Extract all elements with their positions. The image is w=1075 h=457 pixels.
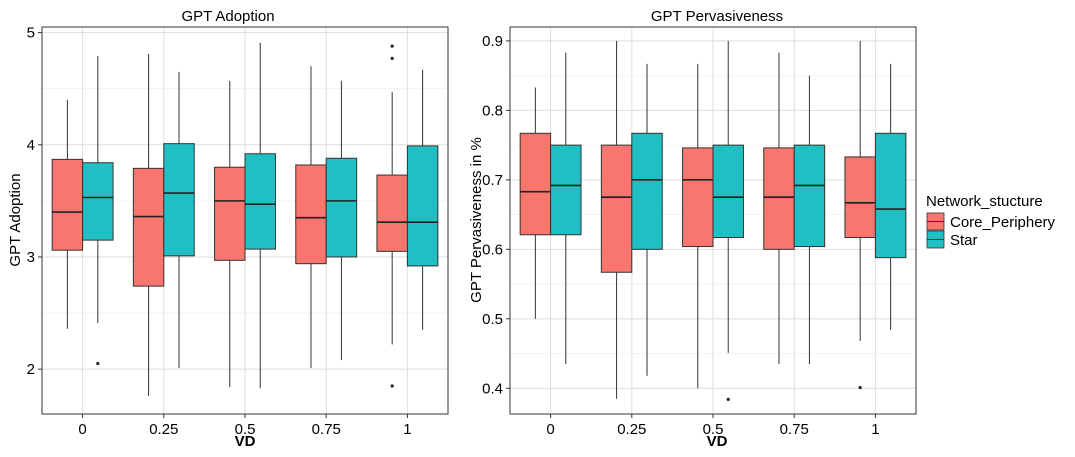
box-iqr bbox=[793, 144, 826, 248]
box-iqr bbox=[244, 153, 276, 250]
x-tick-label: 0 bbox=[546, 421, 554, 438]
box-star bbox=[550, 52, 582, 364]
x-tick-label: 0.75 bbox=[312, 421, 341, 438]
box-core-periphery bbox=[295, 66, 327, 369]
x-tick-label: 0 bbox=[78, 421, 86, 438]
x-tick-label: 1 bbox=[403, 421, 411, 438]
box-iqr bbox=[51, 158, 84, 251]
box-iqr bbox=[519, 132, 552, 236]
outlier-point bbox=[390, 44, 394, 48]
box-core-periphery bbox=[844, 40, 876, 390]
x-axis-title: VD bbox=[235, 433, 256, 450]
box-iqr bbox=[844, 156, 876, 239]
x-tick-label: 0.25 bbox=[149, 421, 178, 438]
y-tick-label: 0.7 bbox=[482, 172, 503, 189]
x-tick-label: 0.25 bbox=[617, 421, 646, 438]
legend-item-core-periphery: Core_Periphery bbox=[926, 212, 1056, 231]
box-star bbox=[631, 63, 663, 376]
y-tick-label: 3 bbox=[27, 249, 35, 266]
x-tick-label: 0.5 bbox=[235, 421, 256, 438]
box-iqr bbox=[295, 164, 327, 265]
outlier-point bbox=[726, 397, 730, 402]
y-axis-title: GPT Adoption bbox=[7, 173, 24, 266]
y-tick-label: 0.5 bbox=[482, 311, 503, 328]
panel-title: GPT Pervasiveness bbox=[651, 8, 783, 25]
panel-gpt-adoption: GPT Adoption 2 3 4 5 0 0.25 0.5 0.75 1 VD GPT A… bbox=[7, 8, 449, 450]
box-core-periphery bbox=[376, 44, 408, 388]
box-star bbox=[244, 42, 276, 389]
box-iqr bbox=[132, 167, 165, 287]
panel-gpt-pervasiveness: GPT Pervasiveness 0.4 0.5 0.6 0.7 0.8 0.9 0 0.… bbox=[468, 8, 917, 450]
box-core-periphery bbox=[214, 80, 246, 388]
box-star bbox=[793, 75, 826, 364]
outlier-point bbox=[390, 56, 394, 61]
box-iqr bbox=[550, 144, 582, 236]
box-iqr bbox=[600, 144, 633, 273]
panel-title: GPT Adoption bbox=[181, 8, 274, 25]
box-core-periphery bbox=[519, 87, 552, 319]
legend-title: Network_stucture bbox=[926, 193, 1043, 210]
box-iqr bbox=[682, 147, 714, 248]
y-axis-title: GPT Pervasiveness in % bbox=[468, 137, 485, 303]
box-iqr bbox=[763, 147, 795, 250]
y-tick-label: 5 bbox=[27, 25, 35, 42]
outlier-point bbox=[96, 361, 100, 366]
box-core-periphery bbox=[763, 52, 795, 364]
legend-label: Core_Periphery bbox=[950, 214, 1056, 231]
box-iqr bbox=[82, 162, 114, 241]
x-tick-label: 0.75 bbox=[780, 421, 809, 438]
box-star bbox=[712, 40, 744, 402]
box-star bbox=[163, 71, 195, 369]
y-tick-label: 4 bbox=[27, 137, 35, 154]
x-tick-label: 0.5 bbox=[703, 421, 724, 438]
box-iqr bbox=[376, 174, 408, 252]
box-iqr bbox=[406, 145, 439, 267]
y-tick-label: 0.6 bbox=[482, 241, 503, 258]
box-core-periphery bbox=[682, 63, 714, 389]
box-iqr bbox=[631, 132, 663, 250]
box-star bbox=[82, 56, 114, 366]
x-axis-title: VD bbox=[707, 433, 728, 450]
y-tick-label: 2 bbox=[27, 361, 35, 378]
box-star bbox=[325, 80, 358, 361]
box-core-periphery bbox=[132, 53, 165, 397]
box-iqr bbox=[214, 166, 246, 261]
box-core-periphery bbox=[600, 40, 633, 399]
box-core-periphery bbox=[51, 99, 84, 329]
box-iqr bbox=[325, 157, 358, 258]
legend-label: Star bbox=[950, 232, 978, 249]
box-star bbox=[874, 63, 907, 330]
box-star bbox=[406, 69, 439, 330]
box-iqr bbox=[874, 132, 907, 259]
y-tick-label: 0.4 bbox=[482, 380, 503, 397]
legend: Network_stucture Core_Periphery Star bbox=[926, 193, 1056, 249]
legend-item-star: Star bbox=[926, 230, 978, 249]
box-iqr bbox=[163, 143, 195, 257]
x-tick-label: 1 bbox=[871, 421, 879, 438]
outlier-point bbox=[858, 385, 862, 390]
y-tick-label: 0.9 bbox=[482, 33, 503, 50]
y-tick-label: 0.8 bbox=[482, 102, 503, 119]
box-iqr bbox=[712, 144, 744, 239]
outlier-point bbox=[390, 384, 394, 388]
